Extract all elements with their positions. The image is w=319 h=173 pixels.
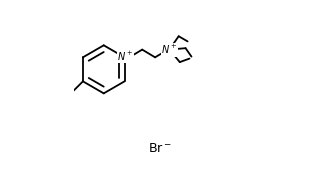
Text: $N^+$: $N^+$ (117, 49, 134, 62)
Text: $N^+$: $N^+$ (161, 43, 177, 56)
Text: Br$^-$: Br$^-$ (148, 142, 171, 155)
